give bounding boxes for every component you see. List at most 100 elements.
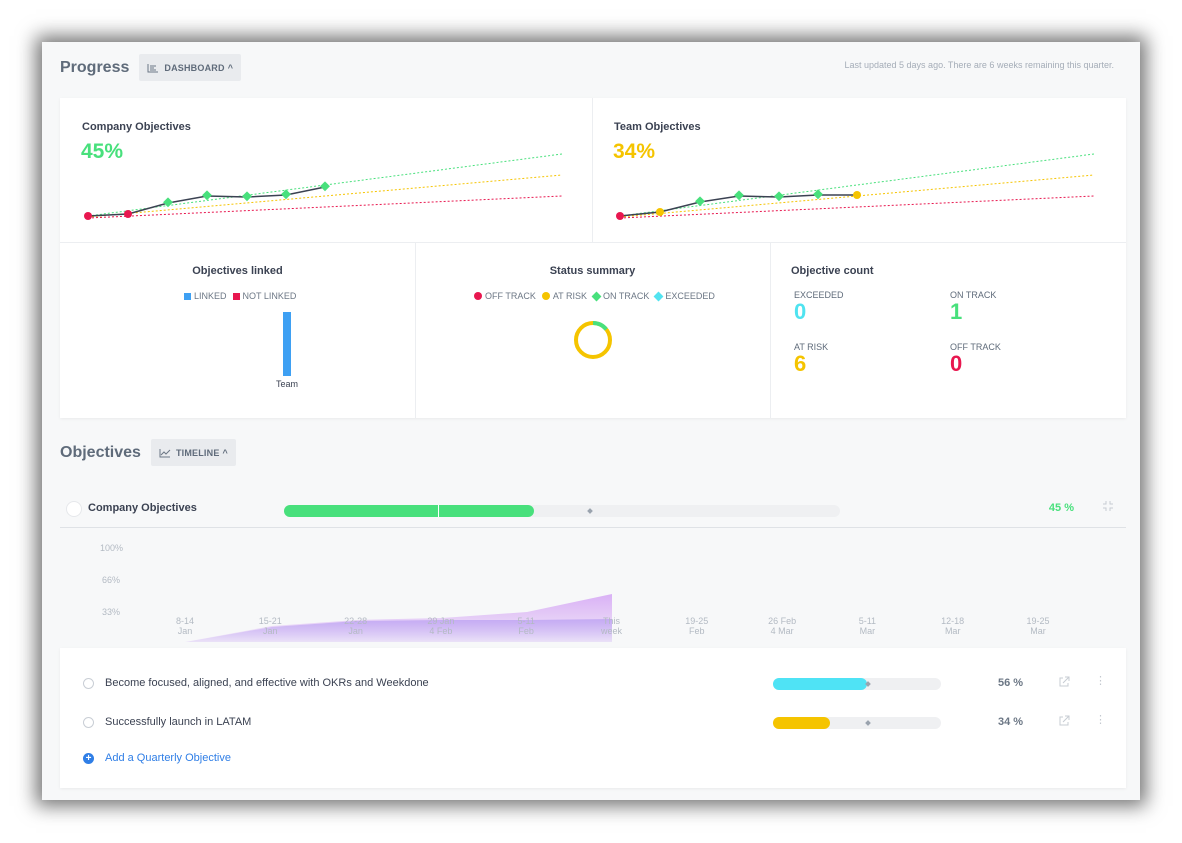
off-track-guide-line xyxy=(619,195,1095,219)
objective-percent: 56 % xyxy=(998,677,1024,689)
at-risk-count-value: 6 xyxy=(794,351,807,376)
objective-select-radio[interactable] xyxy=(83,678,94,689)
on-track-point xyxy=(734,190,744,201)
off-track-count-value: 0 xyxy=(950,351,963,376)
team-objectives-title: Team Objectives xyxy=(614,121,701,133)
objectives-header: Objectives TIMELINE ^ xyxy=(60,439,237,466)
timeline-area-objective-2 xyxy=(185,619,612,642)
on-track-count-label: ON TRACK xyxy=(950,290,997,300)
legend-at-risk-label: AT RISK xyxy=(552,291,588,301)
timeline-view-button[interactable]: TIMELINE ^ xyxy=(150,439,237,466)
legend-on-track-label: ON TRACK xyxy=(603,291,650,301)
objective-row[interactable]: Become focused, aligned, and effective w… xyxy=(60,673,1126,697)
dashboard-view-button[interactable]: DASHBOARD ^ xyxy=(139,54,242,81)
exceeded-count-label: EXCEEDED xyxy=(794,290,844,300)
exceeded-swatch xyxy=(653,291,664,301)
objective-progress-fill xyxy=(773,678,868,690)
objective-row[interactable]: Successfully launch in LATAM 34 % ⋮ xyxy=(60,712,1126,736)
timeline-y-label: 100% xyxy=(100,543,124,553)
company-objectives-name: Company Objectives xyxy=(88,502,197,514)
at-risk-guide-line xyxy=(87,174,563,218)
progress-dashboard: Company Objectives 45% Team Objectives 3… xyxy=(60,98,1126,418)
timeline-view-label: TIMELINE xyxy=(175,447,220,458)
timeline-y-label: 33% xyxy=(102,607,121,617)
progress-header: Progress DASHBOARD ^ xyxy=(60,54,242,81)
company-objectives-title: Company Objectives xyxy=(82,121,191,133)
divider xyxy=(415,243,416,418)
external-link-icon[interactable] xyxy=(1058,715,1070,727)
list-icon xyxy=(147,63,159,72)
legend-exceeded-label: EXCEEDED xyxy=(665,291,715,301)
status-summary-title: Status summary xyxy=(549,265,636,277)
status-legend: OFF TRACK AT RISK ON TRACK EXCEEDED xyxy=(474,291,715,301)
objective-progress-bar xyxy=(773,678,941,690)
on-track-swatch xyxy=(591,291,602,301)
objective-select-radio[interactable] xyxy=(83,717,94,728)
legend-linked-label: LINKED xyxy=(194,291,227,301)
exceeded-count-value: 0 xyxy=(794,299,807,324)
off-track-count-label: OFF TRACK xyxy=(950,342,1001,352)
on-track-point xyxy=(320,181,330,192)
timeline-area-chart xyxy=(185,594,612,642)
team-objectives-percent: 34% xyxy=(613,140,656,163)
objective-progress-fill xyxy=(773,717,831,729)
company-progress-bar xyxy=(284,505,840,517)
objectives-list: Become focused, aligned, and effective w… xyxy=(60,648,1126,788)
legend-off-track: OFF TRACK xyxy=(474,291,536,301)
team-trend-chart xyxy=(616,153,1095,220)
progress-title: Progress xyxy=(60,58,130,76)
team-bar-label: Team xyxy=(275,379,298,389)
timeline-x-label: 15-21 Jan xyxy=(258,616,282,636)
legend-at-risk: AT RISK xyxy=(541,291,588,301)
app-window: Progress DASHBOARD ^ Last updated 5 days… xyxy=(42,42,1140,800)
legend-off-track-label: OFF TRACK xyxy=(485,291,536,301)
timeline-x-label: 19-25 Mar xyxy=(1026,616,1050,636)
timeline-x-label: 29 Jan 4 Feb xyxy=(427,616,455,636)
more-options-icon[interactable]: ⋮ xyxy=(1095,714,1106,726)
on-track-point xyxy=(774,191,784,202)
at-risk-point xyxy=(853,191,861,199)
external-link-icon[interactable] xyxy=(1058,676,1070,688)
on-track-point xyxy=(202,190,212,201)
progress-divider xyxy=(438,505,439,517)
timeline-x-label: 5-11 Mar xyxy=(858,616,877,636)
objectives-title: Objectives xyxy=(60,443,141,461)
company-objectives-percent-value: 45 % xyxy=(1048,502,1074,514)
off-track-swatch xyxy=(474,292,482,300)
timeline-y-label: 66% xyxy=(102,575,121,585)
on-track-count-value: 1 xyxy=(950,299,963,324)
at-risk-count-label: AT RISK xyxy=(794,342,829,352)
line-chart-icon xyxy=(159,448,171,457)
objective-name[interactable]: Become focused, aligned, and effective w… xyxy=(105,677,429,689)
objective-name[interactable]: Successfully launch in LATAM xyxy=(105,716,252,728)
legend-linked: LINKED xyxy=(184,291,227,301)
objective-progress-bar xyxy=(773,717,941,729)
timeline-x-label: 22-28 Jan xyxy=(344,616,368,636)
chevron-up-icon: ^ xyxy=(227,62,234,73)
timeline-x-label: 5-11 Feb xyxy=(517,616,535,636)
timeline-x-label: 19-25 Feb xyxy=(685,616,709,636)
on-track-point xyxy=(813,189,823,200)
at-risk-swatch xyxy=(541,292,550,300)
timeline-x-label: This week xyxy=(600,616,622,636)
objectives-linked-title: Objectives linked xyxy=(192,265,283,277)
off-track-guide-line xyxy=(87,195,563,219)
on-track-point xyxy=(695,196,705,207)
linked-swatch xyxy=(184,292,191,300)
company-objectives-percent: 45% xyxy=(81,140,124,163)
chevron-up-icon: ^ xyxy=(222,447,229,458)
status-donut-chart xyxy=(574,321,612,359)
off-track-point xyxy=(124,210,132,218)
dashboard-view-label: DASHBOARD xyxy=(164,62,225,73)
more-options-icon[interactable]: ⋮ xyxy=(1095,675,1106,687)
add-quarterly-objective-button[interactable]: + Add a Quarterly Objective xyxy=(83,752,231,764)
legend-exceeded: EXCEEDED xyxy=(653,291,715,301)
divider xyxy=(60,242,1126,243)
legend-on-track: ON TRACK xyxy=(591,291,650,301)
at-risk-point xyxy=(656,208,664,216)
objectives-timeline: 100% 66% 33% 8-14 Jan 15-21 Jan 22-28 Jan 29 J… xyxy=(60,530,1126,642)
donut-on-track-segment xyxy=(574,321,612,359)
collapse-icon[interactable] xyxy=(1102,500,1114,512)
company-objectives-row[interactable]: Company Objectives 45 % xyxy=(60,490,1126,528)
company-progress-fill xyxy=(284,505,535,517)
